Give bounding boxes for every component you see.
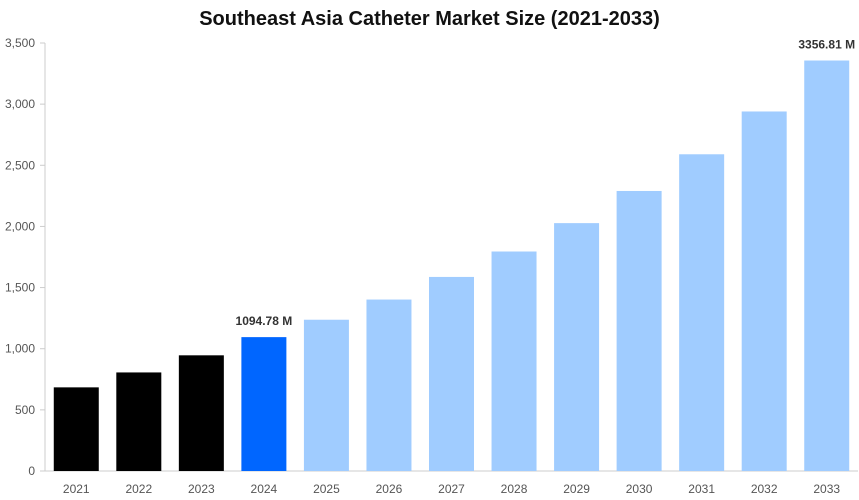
bar-2023 xyxy=(178,355,224,471)
bar-2026 xyxy=(366,299,412,471)
x-tick-label: 2026 xyxy=(376,482,403,496)
x-tick-label: 2024 xyxy=(251,482,278,496)
x-tick-label: 2030 xyxy=(626,482,653,496)
y-tick-label: 500 xyxy=(15,403,35,417)
x-tick-label: 2021 xyxy=(63,482,90,496)
chart-title: Southeast Asia Catheter Market Size (202… xyxy=(199,8,660,30)
y-tick-label: 0 xyxy=(28,464,35,478)
x-tick-label: 2022 xyxy=(125,482,152,496)
data-label-2033: 3356.81 M xyxy=(798,38,855,52)
bar-2022 xyxy=(116,372,162,471)
y-tick-label: 1,000 xyxy=(5,342,35,356)
bar-2032 xyxy=(741,111,787,471)
bar-2024 xyxy=(241,337,287,471)
x-tick-label: 2028 xyxy=(501,482,528,496)
bar-2027 xyxy=(429,276,474,471)
y-tick-label: 3,000 xyxy=(5,97,35,111)
y-tick-label: 1,500 xyxy=(5,281,35,295)
x-tick-label: 2025 xyxy=(313,482,340,496)
data-label-2024: 1094.78 M xyxy=(236,314,293,328)
x-tick-label: 2031 xyxy=(688,482,715,496)
y-tick-label: 3,500 xyxy=(5,36,35,50)
bar-2028 xyxy=(491,251,537,471)
x-tick-label: 2029 xyxy=(563,482,590,496)
y-tick-label: 2,500 xyxy=(5,158,35,172)
bar-2031 xyxy=(679,154,725,471)
bar-2021 xyxy=(53,387,99,471)
y-tick-label: 2,000 xyxy=(5,219,35,233)
x-tick-label: 2033 xyxy=(813,482,840,496)
bar-2030 xyxy=(616,190,662,472)
x-tick-label: 2027 xyxy=(438,482,465,496)
bar-2033 xyxy=(804,60,850,471)
x-tick-label: 2023 xyxy=(188,482,215,496)
bar-2025 xyxy=(303,319,349,471)
bar-2029 xyxy=(554,223,600,471)
x-tick-label: 2032 xyxy=(751,482,778,496)
